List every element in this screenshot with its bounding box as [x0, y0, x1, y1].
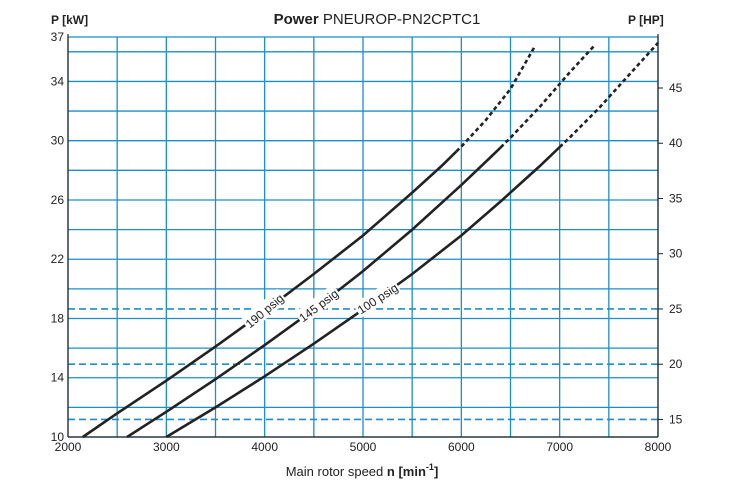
- x-axis-label-unit: [min: [398, 464, 426, 479]
- x-axis-label-main: Main rotor speed: [286, 464, 387, 479]
- curve-145-psig: [126, 146, 502, 439]
- curve-dashed-190-psig: [455, 45, 537, 153]
- y-axis-left-label: P [kW]: [51, 13, 88, 27]
- curve-dashed-100-psig: [558, 42, 659, 149]
- y-tick-label-left: 22: [51, 252, 65, 266]
- x-tick-label: 3000: [153, 440, 180, 454]
- x-tick-label: 7000: [546, 440, 573, 454]
- y-tick-label-left: 10: [51, 430, 65, 444]
- y-tick-label-right: 20: [669, 357, 683, 371]
- y-tick-label-right: 35: [669, 191, 683, 205]
- y-tick-label-left: 37: [51, 30, 65, 44]
- y-tick-label-left: 18: [51, 311, 65, 325]
- curve-dashed-145-psig: [499, 45, 596, 149]
- y-tick-label-left: 14: [51, 371, 65, 385]
- x-axis-label-close: ]: [434, 464, 438, 479]
- curves: [82, 42, 659, 439]
- tick-labels: 2000 3000 4000 5000 6000 7000 8000 10 14 18 22 26 30…: [51, 30, 683, 454]
- x-tick-label: 2000: [55, 440, 82, 454]
- y-tick-label-left: 34: [51, 74, 65, 88]
- x-axis-label-sym: n: [387, 464, 395, 479]
- y-tick-label-right: 40: [669, 136, 683, 150]
- x-tick-label: 4000: [251, 440, 278, 454]
- y-tick-label-left: 26: [51, 193, 65, 207]
- curve-label-background: [352, 278, 402, 318]
- curve-label: 145 psig: [296, 286, 341, 324]
- y-tick-label-right: 45: [669, 81, 683, 95]
- x-axis-label-sup: -1: [426, 462, 434, 472]
- chart-title-rest: PNEUROP-PN2CPTC1: [323, 11, 481, 28]
- y-tick-label-left: 30: [51, 134, 65, 148]
- x-tick-label: 8000: [645, 440, 672, 454]
- y-tick-label-right: 15: [669, 412, 683, 426]
- y-tick-label-right: 30: [669, 247, 683, 261]
- chart-title: Power PNEUROP-PN2CPTC1: [274, 11, 481, 28]
- chart-title-bold: Power: [274, 11, 319, 28]
- curve-label-group: 145 psig: [294, 284, 343, 326]
- curve-label-background: [240, 288, 288, 332]
- x-axis-label: Main rotor speed n [min-1]: [286, 462, 439, 479]
- y-axis-right-label: P [HP]: [628, 13, 664, 27]
- curve-190-psig: [82, 150, 458, 439]
- curve-label-group: 100 psig: [352, 278, 402, 318]
- x-tick-label: 5000: [350, 440, 377, 454]
- y-tick-label-right: 25: [669, 302, 683, 316]
- curve-label-background: [294, 284, 343, 326]
- x-tick-label: 6000: [448, 440, 475, 454]
